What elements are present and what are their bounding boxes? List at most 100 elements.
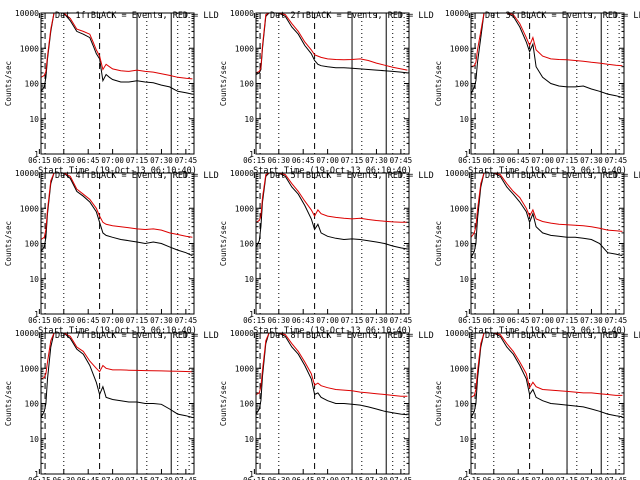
x-tick-label: 06:30 — [52, 476, 75, 480]
panel-title: Det 9f BLACK = Events, RED = LLD — [485, 331, 640, 341]
x-tick-label: 06:30 — [52, 316, 75, 325]
x-tick-label: 07:15 — [556, 476, 579, 480]
y-tick-label: 10 — [459, 275, 469, 284]
series-line-events — [41, 173, 193, 257]
panel-title: Det 5f BLACK = Events, RED = LLD — [270, 171, 434, 181]
y-tick-label: 1 — [464, 150, 469, 159]
x-tick-label: 07:45 — [390, 476, 413, 480]
chart-panel-6: 1 10 100 1000 10000 06:15 06:30 06:45 07:00 07:15… — [434, 169, 640, 336]
panel-title: Det 1f BLACK = Events, RED = LLD — [55, 11, 219, 21]
x-tick-label: 06:45 — [77, 156, 100, 165]
y-tick-label: 10 — [29, 275, 39, 284]
y-tick-label: 10 — [244, 275, 254, 284]
y-tick-label: 1 — [464, 310, 469, 319]
y-tick-label: 10000 — [15, 169, 39, 178]
y-tick-label: 10 — [29, 435, 39, 444]
x-tick-label: 07:30 — [150, 476, 173, 480]
panel-title: Det 4f BLACK = Events, RED = LLD — [55, 171, 219, 181]
y-tick-label: 1000 — [235, 204, 254, 213]
x-tick-label: 06:15 — [28, 476, 51, 480]
y-axis-label: Counts/sec — [219, 221, 228, 266]
x-tick-label: 07:15 — [341, 316, 364, 325]
series-line-lld — [471, 173, 623, 238]
y-axis-label: Counts/sec — [434, 221, 443, 266]
y-axis-label: Counts/sec — [4, 381, 13, 426]
x-tick-label: 06:45 — [77, 316, 100, 325]
y-tick-label: 100 — [240, 240, 255, 249]
x-tick-label: 07:15 — [126, 156, 149, 165]
x-tick-label: 06:30 — [482, 476, 505, 480]
x-tick-label: 07:00 — [316, 476, 339, 480]
y-tick-label: 1 — [464, 470, 469, 479]
x-tick-label: 06:15 — [28, 316, 51, 325]
y-axis-label: Counts/sec — [219, 381, 228, 426]
y-tick-label: 10000 — [445, 329, 469, 338]
series-line-events — [256, 13, 408, 75]
y-tick-label: 100 — [455, 400, 470, 409]
y-tick-label: 10000 — [230, 329, 254, 338]
y-tick-label: 10000 — [230, 169, 254, 178]
y-axis-label: Counts/sec — [434, 381, 443, 426]
x-tick-label: 07:15 — [556, 156, 579, 165]
y-tick-label: 1 — [249, 310, 254, 319]
x-tick-label: 06:15 — [458, 316, 481, 325]
y-tick-label: 1000 — [450, 44, 469, 53]
series-line-events — [41, 333, 193, 418]
y-tick-label: 10000 — [445, 169, 469, 178]
x-tick-label: 06:15 — [243, 156, 266, 165]
x-tick-label: 06:45 — [507, 476, 530, 480]
x-tick-label: 07:45 — [175, 316, 198, 325]
y-tick-label: 1000 — [450, 364, 469, 373]
y-axis-label: Counts/sec — [434, 61, 443, 106]
y-tick-label: 1000 — [235, 44, 254, 53]
x-tick-label: 06:30 — [267, 476, 290, 480]
y-tick-label: 1000 — [20, 44, 39, 53]
y-tick-label: 1 — [34, 150, 39, 159]
y-tick-label: 10000 — [15, 329, 39, 338]
x-tick-label: 06:15 — [243, 316, 266, 325]
y-tick-label: 100 — [240, 80, 255, 89]
series-line-lld — [256, 333, 408, 397]
x-tick-label: 07:30 — [150, 156, 173, 165]
y-tick-label: 100 — [455, 80, 470, 89]
x-tick-label: 07:00 — [101, 316, 124, 325]
y-tick-label: 10 — [244, 435, 254, 444]
x-tick-label: 07:00 — [531, 316, 554, 325]
x-tick-label: 06:30 — [267, 156, 290, 165]
x-tick-label: 07:30 — [150, 316, 173, 325]
x-tick-label: 06:45 — [507, 156, 530, 165]
series-line-lld — [471, 13, 623, 68]
y-tick-label: 100 — [240, 400, 255, 409]
series-line-events — [471, 13, 623, 98]
series-line-lld — [256, 13, 408, 74]
x-tick-label: 06:15 — [28, 156, 51, 165]
x-tick-label: 07:45 — [175, 476, 198, 480]
y-tick-label: 1000 — [450, 204, 469, 213]
x-tick-label: 07:00 — [316, 156, 339, 165]
x-tick-label: 07:30 — [365, 316, 388, 325]
x-tick-label: 06:15 — [458, 156, 481, 165]
x-tick-label: 07:15 — [341, 156, 364, 165]
x-tick-label: 07:45 — [605, 316, 628, 325]
x-tick-label: 07:45 — [605, 156, 628, 165]
x-tick-label: 07:00 — [101, 156, 124, 165]
chart-panel-7: 1 10 100 1000 10000 06:1506:3006:4507:0007:15… — [4, 329, 219, 480]
x-tick-label: 06:45 — [292, 476, 315, 480]
x-axis-label: Start Time (19-Oct-13 06:10:40) — [38, 326, 197, 336]
chart-panel-1: 1 10 100 1000 10000 06:15 06:30 06:45 07:00 07:15… — [4, 9, 219, 176]
x-tick-label: 06:45 — [292, 156, 315, 165]
x-tick-label: 06:30 — [482, 316, 505, 325]
series-line-lld — [41, 13, 193, 80]
x-tick-label: 07:15 — [126, 476, 149, 480]
x-tick-label: 07:00 — [531, 476, 554, 480]
chart-panel-3: 1 10 100 1000 10000 06:15 06:30 06:45 07:00 07:15… — [434, 9, 640, 176]
x-tick-label: 06:15 — [243, 476, 266, 480]
y-tick-label: 100 — [25, 400, 40, 409]
y-tick-label: 10000 — [15, 9, 39, 18]
y-tick-label: 1 — [34, 470, 39, 479]
x-tick-label: 06:45 — [77, 476, 100, 480]
y-tick-label: 10 — [459, 435, 469, 444]
y-tick-label: 1 — [34, 310, 39, 319]
series-line-lld — [41, 173, 193, 240]
